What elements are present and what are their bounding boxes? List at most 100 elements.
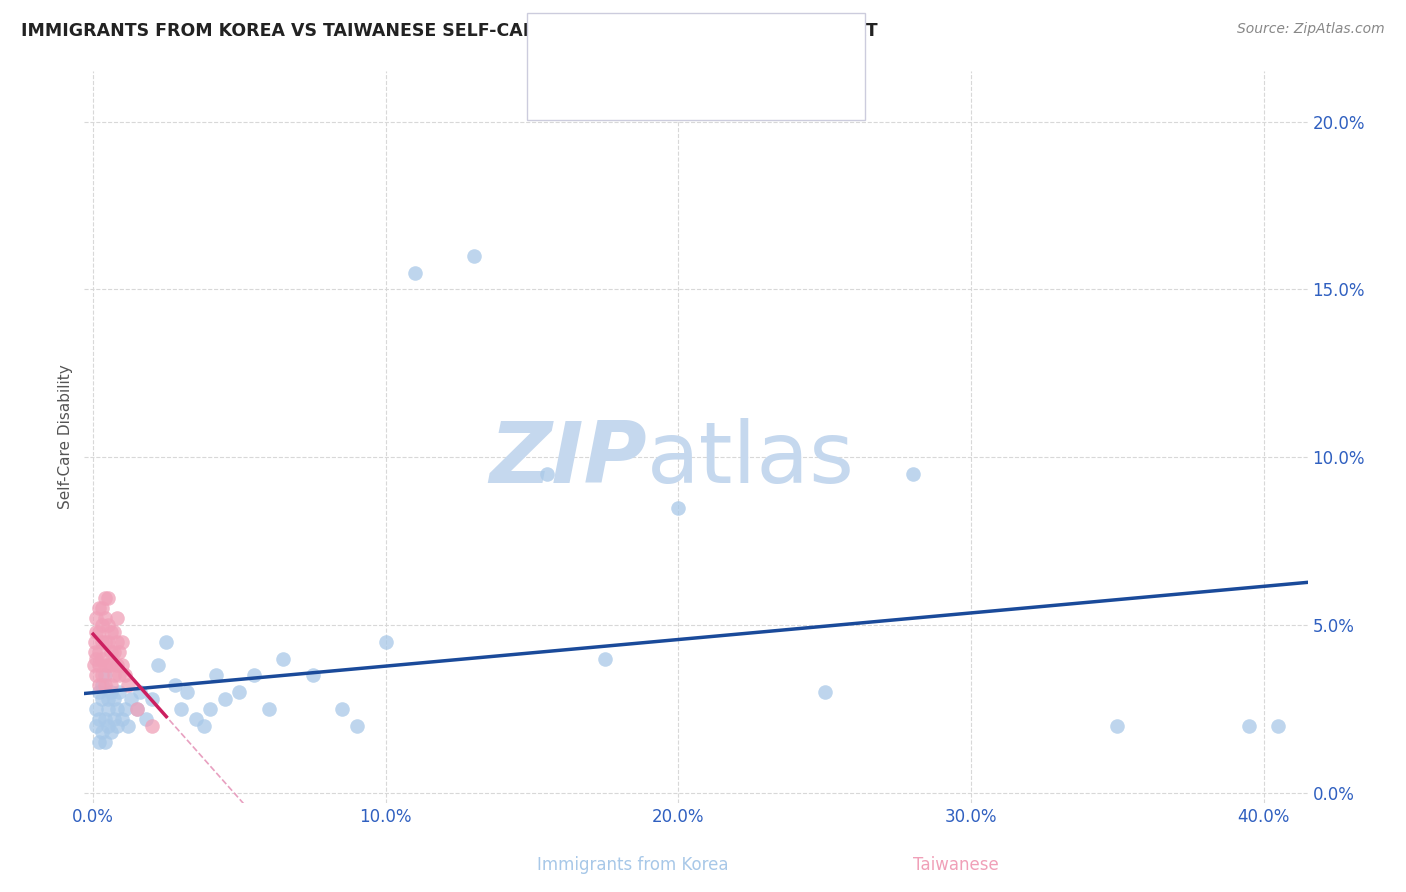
Point xyxy=(176,685,198,699)
Point xyxy=(111,658,134,673)
Text: N =: N = xyxy=(658,71,706,89)
Point xyxy=(228,685,250,699)
Text: Source: ZipAtlas.com: Source: ZipAtlas.com xyxy=(1237,22,1385,37)
Point xyxy=(1237,718,1260,732)
Text: Taiwanese: Taiwanese xyxy=(914,856,998,874)
Text: ZIP: ZIP xyxy=(489,417,647,500)
Point xyxy=(94,658,117,673)
Point xyxy=(205,668,228,682)
Point xyxy=(87,658,110,673)
Point xyxy=(117,718,139,732)
Point xyxy=(103,624,125,639)
Point xyxy=(84,651,107,665)
Point xyxy=(117,678,139,692)
Point xyxy=(90,618,112,632)
Point xyxy=(463,249,485,263)
Y-axis label: Self-Care Disability: Self-Care Disability xyxy=(58,365,73,509)
Point xyxy=(536,467,558,481)
Point xyxy=(301,668,323,682)
Point xyxy=(90,725,112,739)
Point xyxy=(97,618,120,632)
Point xyxy=(125,702,148,716)
Point xyxy=(103,645,125,659)
Point xyxy=(90,601,112,615)
Point xyxy=(114,668,136,682)
Point xyxy=(404,266,426,280)
Point xyxy=(87,678,110,692)
Text: atlas: atlas xyxy=(647,417,855,500)
Point xyxy=(155,634,177,648)
Text: Immigrants from Korea: Immigrants from Korea xyxy=(537,856,728,874)
Point xyxy=(165,678,187,692)
Point xyxy=(87,685,110,699)
Point xyxy=(87,645,110,659)
Point xyxy=(100,678,122,692)
Point xyxy=(84,668,107,682)
Point xyxy=(105,611,128,625)
Point xyxy=(84,702,107,716)
Point xyxy=(593,651,616,665)
Point xyxy=(90,678,112,692)
Point xyxy=(668,500,690,515)
Point xyxy=(87,624,110,639)
Point xyxy=(141,718,163,732)
Point xyxy=(100,645,122,659)
Point xyxy=(87,712,110,726)
Point xyxy=(111,712,134,726)
Point xyxy=(170,702,193,716)
Point xyxy=(1267,718,1289,732)
Point xyxy=(901,467,924,481)
Point xyxy=(97,691,120,706)
Point xyxy=(193,718,215,732)
Point xyxy=(97,718,120,732)
Text: R =: R = xyxy=(586,36,623,54)
Point xyxy=(814,685,837,699)
Point xyxy=(97,634,120,648)
Point xyxy=(100,685,122,699)
Point xyxy=(100,658,122,673)
Point xyxy=(103,668,125,682)
Point xyxy=(87,735,110,749)
Point xyxy=(111,634,134,648)
Point xyxy=(135,712,157,726)
Point xyxy=(129,685,152,699)
Point xyxy=(141,691,163,706)
Text: R =: R = xyxy=(586,71,623,89)
Point xyxy=(94,735,117,749)
Point xyxy=(257,702,280,716)
Point xyxy=(125,702,148,716)
Point xyxy=(90,651,112,665)
Text: 0.564: 0.564 xyxy=(619,71,671,89)
Point xyxy=(97,591,120,606)
Point xyxy=(108,645,131,659)
Point xyxy=(184,712,207,726)
Point xyxy=(273,651,295,665)
Point xyxy=(330,702,353,716)
Point xyxy=(108,685,131,699)
Point xyxy=(105,702,128,716)
Text: 0.221: 0.221 xyxy=(619,36,671,54)
Text: N =: N = xyxy=(658,36,706,54)
Text: 44: 44 xyxy=(699,71,723,89)
Point xyxy=(198,702,221,716)
Point xyxy=(243,668,266,682)
Point xyxy=(103,691,125,706)
Point xyxy=(83,634,105,648)
Point xyxy=(214,691,236,706)
Point xyxy=(94,678,117,692)
Point xyxy=(100,725,122,739)
Text: IMMIGRANTS FROM KOREA VS TAIWANESE SELF-CARE DISABILITY CORRELATION CHART: IMMIGRANTS FROM KOREA VS TAIWANESE SELF-… xyxy=(21,22,877,40)
Point xyxy=(94,668,117,682)
Point xyxy=(84,718,107,732)
Point xyxy=(120,691,142,706)
Point xyxy=(100,624,122,639)
Point xyxy=(346,718,368,732)
Point xyxy=(90,634,112,648)
Point xyxy=(84,611,107,625)
Point xyxy=(114,702,136,716)
Point xyxy=(87,601,110,615)
Point xyxy=(108,668,131,682)
Point xyxy=(84,624,107,639)
Point xyxy=(90,691,112,706)
Point xyxy=(94,712,117,726)
